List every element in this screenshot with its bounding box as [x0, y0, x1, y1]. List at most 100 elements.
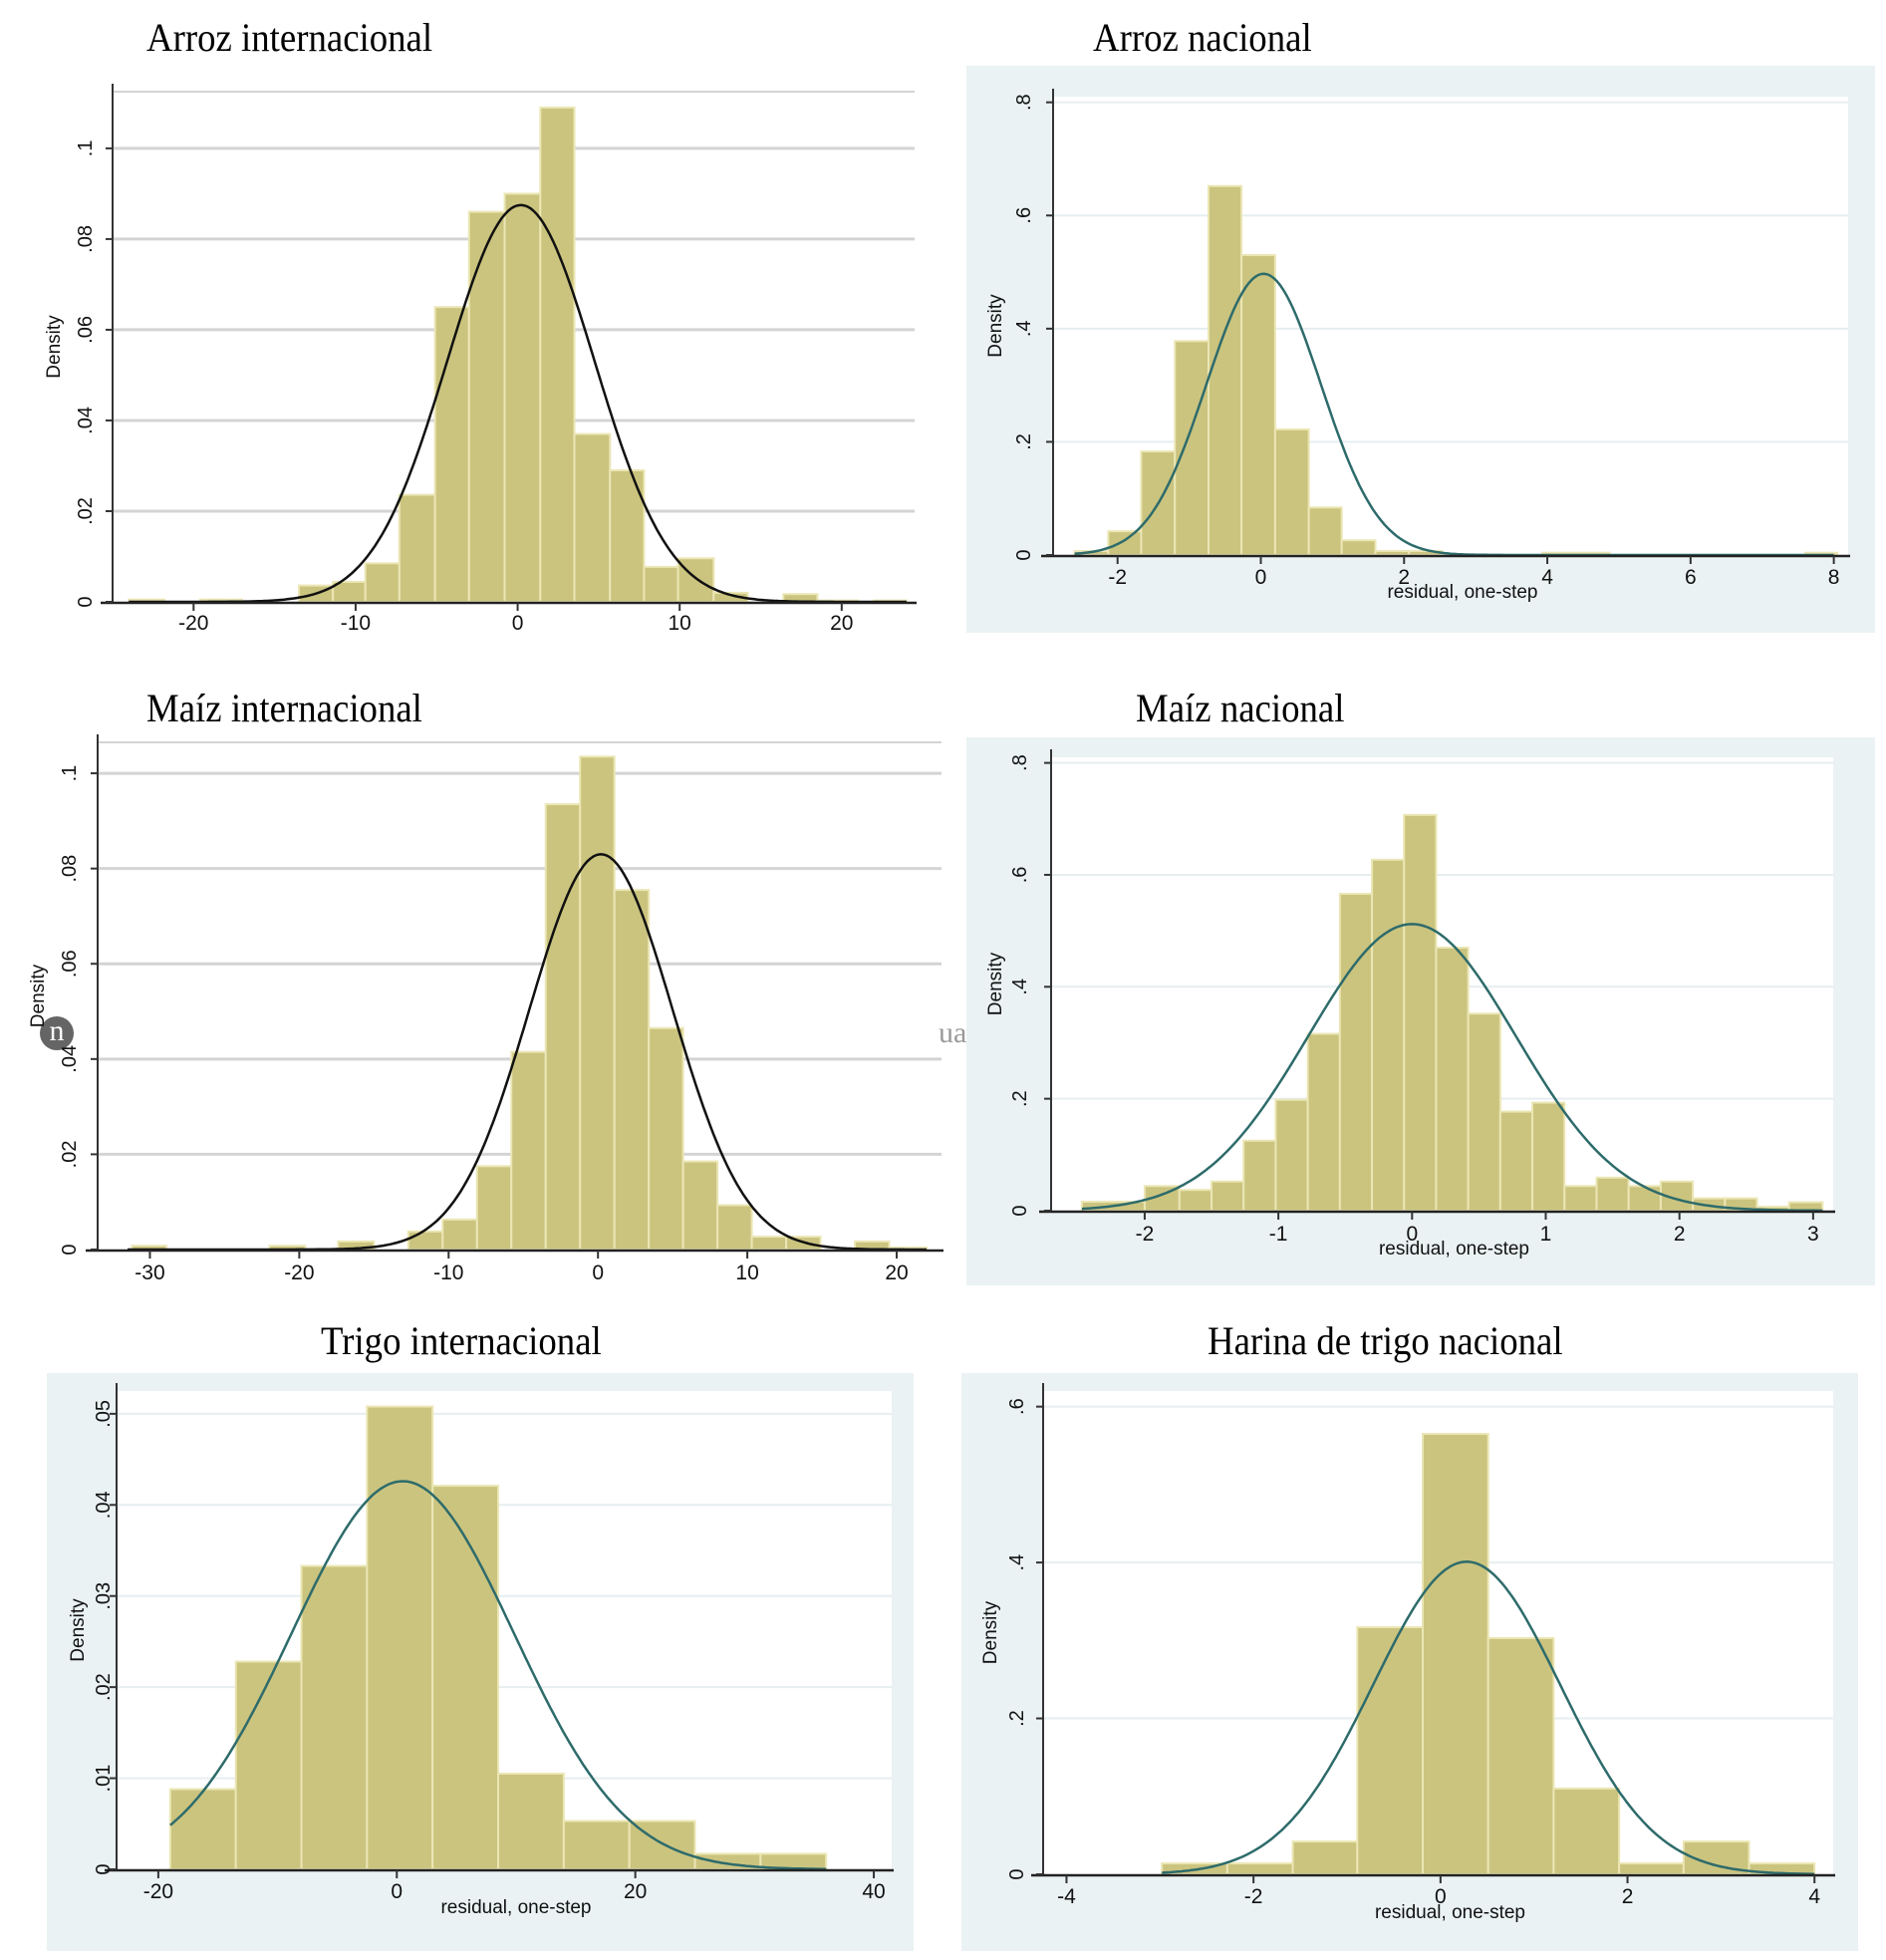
histogram-bar [1208, 184, 1243, 556]
chart-title: Harina de trigo nacional [1208, 1318, 1563, 1363]
y-tick-label: .08 [59, 855, 81, 883]
histogram-bar [366, 1405, 434, 1870]
x-tick-label: 3 [1807, 1223, 1819, 1246]
histogram-bar [544, 803, 582, 1251]
chart-title: Trigo internacional [321, 1318, 602, 1363]
histogram-bar [1563, 1185, 1598, 1212]
watermark-logo-icon: n [40, 1016, 74, 1050]
histogram-bar [1595, 1176, 1630, 1213]
histogram-bar [1552, 1787, 1621, 1876]
x-tick-label: -20 [284, 1261, 314, 1284]
x-tick-label: 2 [1398, 566, 1410, 589]
y-tick-label: .8 [1013, 94, 1035, 111]
x-tick-label: -2 [1136, 1223, 1155, 1246]
y-tick-label: .03 [93, 1582, 115, 1610]
x-tick-label: 10 [735, 1261, 758, 1284]
histogram-bar [1274, 1098, 1309, 1213]
histogram-bar [1174, 340, 1211, 557]
y-tick-label: .6 [1006, 1398, 1028, 1415]
x-tick-label: -2 [1244, 1885, 1263, 1908]
histogram-bar [1422, 1433, 1489, 1875]
y-tick-label: 0 [59, 1244, 81, 1255]
y-tick-label: 0 [93, 1863, 115, 1874]
chart-trigo-int: 0 .01 .02 .03 .04 .05 -20 0 20 40 Density residual,… [68, 1383, 894, 1918]
y-tick-label: 0 [1009, 1205, 1031, 1216]
y-tick-label: .4 [1009, 979, 1031, 995]
histogram-bar [1356, 1626, 1425, 1875]
chart-maiz-nac: 0 .2 .4 .6 .8 -2 -1 0 1 2 3 Density residual, one-st… [985, 749, 1835, 1260]
histogram-bar [1338, 893, 1374, 1212]
x-axis-label: residual, one-step [1379, 1239, 1529, 1260]
histogram-bar [475, 1165, 513, 1251]
y-tick-label: .06 [59, 950, 81, 978]
y-tick-label: .2 [1009, 1090, 1031, 1107]
y-axis-label: Density [980, 1600, 1001, 1664]
histogram-bar [1531, 1101, 1566, 1213]
histogram-bar [1242, 1139, 1277, 1212]
x-tick-label: 20 [830, 612, 853, 635]
histogram-bar [398, 493, 436, 603]
histogram-bar [1403, 813, 1438, 1212]
x-tick-label: -30 [135, 1261, 164, 1284]
histogram-bar [441, 1218, 478, 1251]
x-tick-label: 6 [1685, 566, 1697, 589]
normal-density-curve [1162, 1560, 1815, 1875]
y-axis-label: Density [68, 1598, 89, 1662]
histogram-bar [431, 1485, 500, 1870]
histogram-bar [573, 432, 612, 603]
x-tick-label: 10 [669, 612, 691, 635]
y-tick-label: .01 [93, 1765, 115, 1793]
x-tick-label: 20 [624, 1880, 647, 1903]
x-tick-label: 0 [1435, 1885, 1447, 1908]
y-tick-label: .8 [1009, 754, 1031, 771]
x-tick-label: 0 [512, 612, 524, 635]
y-tick-label: .4 [1013, 320, 1035, 337]
y-tick-label: 0 [75, 596, 97, 607]
histogram-bar [562, 1820, 631, 1870]
histogram-bar [1467, 1012, 1501, 1212]
histogram-bar [676, 557, 715, 603]
histogram-bar [648, 1026, 684, 1252]
histogram-bar [579, 755, 616, 1251]
histogram-bar [643, 565, 679, 603]
x-tick-label: -2 [1108, 566, 1127, 589]
histogram-bar [1240, 254, 1276, 556]
x-tick-label: -10 [341, 612, 371, 635]
histogram-bar [1498, 1110, 1534, 1213]
x-tick-label: 1 [1540, 1223, 1552, 1246]
watermark-text-fragment: ua [939, 1016, 967, 1049]
histogram-bar [1107, 530, 1143, 556]
chart-arroz-int: 0 .02 .04 .06 .08 .1 -20 -10 0 10 20 Density [44, 84, 917, 635]
histogram-bar [1211, 1180, 1245, 1213]
histogram-bar [1371, 858, 1406, 1213]
x-tick-label: 2 [1674, 1223, 1686, 1246]
histogram-bar [1306, 1032, 1341, 1212]
y-tick-label: 0 [1013, 549, 1035, 560]
x-tick-label: 40 [862, 1880, 885, 1903]
chart-arroz-nac: 0 .2 .4 .6 .8 -2 0 2 4 6 8 Density residual, one-ste… [985, 89, 1850, 603]
y-tick-label: .02 [59, 1141, 81, 1169]
x-tick-label: 0 [1406, 1223, 1418, 1246]
y-tick-label: .04 [93, 1491, 115, 1519]
histogram-bar [1307, 506, 1343, 556]
normal-density-curve [169, 1480, 827, 1870]
y-tick-label: .05 [93, 1400, 115, 1428]
histogram-bar [1435, 946, 1470, 1213]
x-tick-label: 8 [1828, 566, 1840, 589]
x-axis-label: residual, one-step [1375, 1902, 1525, 1923]
x-tick-label: 0 [1255, 566, 1267, 589]
x-tick-label: 0 [391, 1880, 403, 1903]
x-tick-label: 4 [1541, 566, 1553, 589]
histogram-bar [1618, 1862, 1685, 1875]
chart-title: Arroz internacional [146, 15, 433, 60]
histogram-bar [503, 192, 542, 603]
y-tick-label: .04 [59, 1045, 81, 1073]
y-tick-label: .02 [93, 1673, 115, 1701]
x-tick-label: 2 [1622, 1885, 1634, 1908]
histogram-bar [613, 889, 651, 1251]
histogram-bar [364, 562, 401, 603]
normal-density-curve [129, 203, 907, 604]
x-tick-label: -1 [1269, 1223, 1288, 1246]
x-tick-label: -4 [1057, 1885, 1076, 1908]
